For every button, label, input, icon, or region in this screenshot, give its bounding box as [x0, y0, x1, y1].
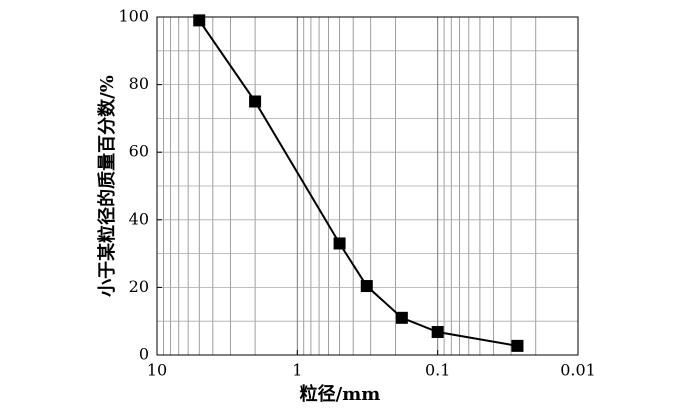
x-tick-label: 0.01	[560, 361, 596, 380]
marker	[511, 339, 524, 352]
marker	[193, 14, 206, 27]
data-line	[198, 19, 518, 347]
y-tick-label: 20	[129, 277, 149, 296]
marker	[249, 95, 262, 108]
y-axis-label: 小于某粒径的质量百分数/%	[96, 75, 118, 297]
x-tick-label: 0.1	[425, 361, 450, 380]
marker	[395, 311, 408, 324]
y-tick-label: 100	[118, 7, 149, 26]
y-tick-label: 60	[129, 142, 149, 161]
plot-frame	[156, 16, 579, 356]
marker	[431, 326, 444, 339]
y-tick-label: 0	[139, 345, 149, 364]
x-axis-label: 粒径/mm	[300, 383, 381, 405]
marker	[360, 280, 373, 293]
x-tick-label: 1	[292, 361, 302, 380]
x-tick-label: 10	[147, 361, 167, 380]
y-tick-label: 80	[129, 74, 149, 93]
marker	[333, 237, 346, 250]
y-tick-label: 40	[129, 209, 149, 228]
